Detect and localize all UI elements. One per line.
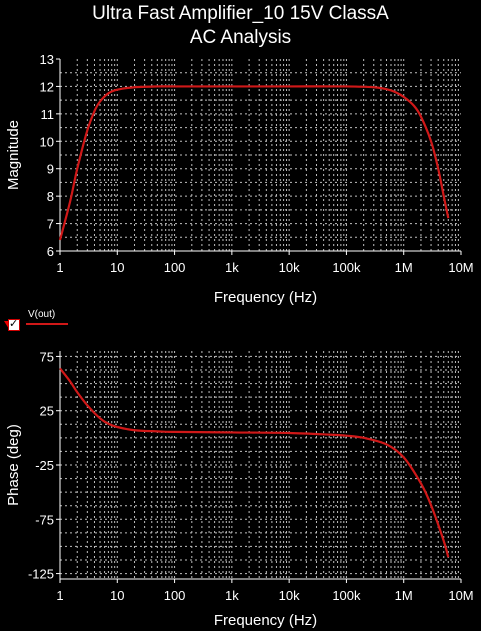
legend[interactable]: V(out) [4,309,84,331]
legend-label: V(out) [28,309,56,320]
x-tick-label: 10k [279,260,300,275]
legend-checkbox[interactable] [8,317,20,331]
x-tick-label: 10M [448,588,473,603]
plot-phase: 1 10 100 1k 10k 100k 1M 10M 75 25 -25 -75 -125 Freque… [5,349,474,629]
y-tick-label: 10 [40,134,54,149]
x-tick-label: 10 [110,588,124,603]
y-tick-label: 6 [47,244,54,259]
series-line-vout [58,85,450,241]
series-line-vout [59,367,450,558]
x-tick-label: 1 [56,260,63,275]
x-tick-label: 100k [332,260,361,275]
x-tick-label: 100 [164,260,186,275]
grid [60,59,461,251]
legend-line-swatch [26,323,68,325]
y-tick-label: 8 [47,189,54,204]
x-tick-label: 1k [225,260,239,275]
x-tick-label: 10M [448,260,473,275]
grid [60,351,461,579]
y-tick-label: -75 [35,512,54,527]
y-axis-label: Phase (deg) [5,424,22,506]
y-tick-label: -25 [35,458,54,473]
plot-magnitude: 1 10 100 1k 10k 100k 1M 10M 6 7 8 9 10 11 12 13 Frequenc… [5,52,474,306]
y-tick-label: 9 [47,162,54,177]
y-tick-label: -125 [28,567,54,582]
y-tick-label: 7 [47,217,54,232]
x-tick-label: 1k [225,588,239,603]
y-axis-label: Magnitude [5,120,22,190]
y-tick-label: 13 [40,52,54,67]
chart-subtitle: AC Analysis [189,27,292,48]
y-tick-label: 25 [40,404,54,419]
x-tick-label: 10k [279,588,300,603]
x-axis-label: Frequency (Hz) [214,289,317,306]
x-tick-label: 1M [395,260,413,275]
y-tick-label: 75 [40,349,54,364]
y-tick-label: 11 [41,107,55,122]
chart-title: Ultra Fast Amplifier_10 15V ClassA [92,3,389,24]
y-tick-label: 12 [40,79,54,94]
x-axis-label: Frequency (Hz) [214,612,317,629]
x-tick-label: 10 [110,260,124,275]
x-tick-label: 100k [332,588,361,603]
x-tick-label: 1 [56,588,63,603]
x-tick-label: 1M [395,588,413,603]
x-tick-label: 100 [164,588,186,603]
